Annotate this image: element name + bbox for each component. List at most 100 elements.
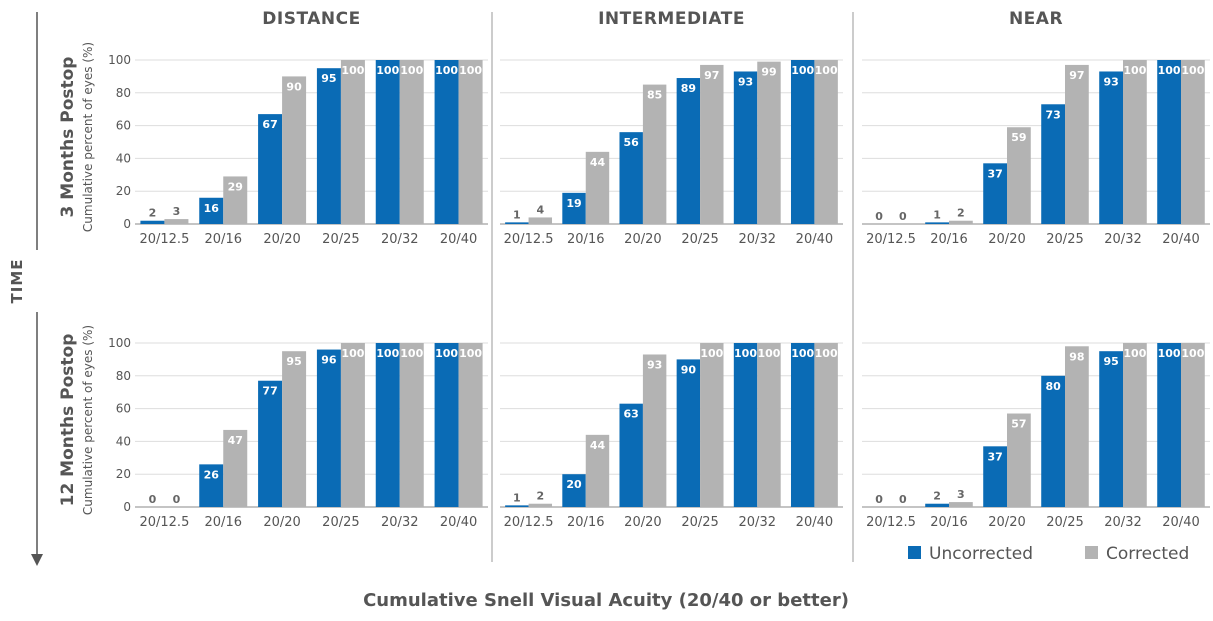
row-title-3-months: 3 Months Postop: [58, 57, 78, 218]
corrected-bar: [1181, 343, 1205, 507]
uncorrected-data-label: 100: [1158, 347, 1181, 360]
column-header-distance: DISTANCE: [262, 9, 360, 29]
legend-label-corrected: Corrected: [1106, 544, 1189, 564]
time-arrow-icon: [31, 554, 43, 566]
panel-distance-3m: 0 20 40 60 80 100 20/12.5 2 3 20/16 16 29 20/20 67 90 2…: [108, 53, 488, 247]
uncorrected-data-label: 73: [1045, 108, 1060, 121]
uncorrected-bar: [562, 474, 586, 507]
uncorrected-data-label: 1: [513, 208, 521, 221]
uncorrected-bar: [676, 78, 701, 224]
corrected-bar: [458, 60, 483, 224]
x-tick-label: 20/20: [624, 232, 661, 247]
column-header-intermediate: INTERMEDIATE: [598, 9, 745, 29]
uncorrected-data-label: 93: [738, 75, 753, 88]
y-tick-label: 80: [116, 86, 131, 100]
uncorrected-bar: [434, 343, 459, 507]
corrected-bar: [458, 343, 483, 507]
corrected-data-label: 100: [700, 347, 723, 360]
uncorrected-bar: [983, 446, 1007, 507]
y-axis-label: Cumulative percent of eyes (%): [81, 42, 95, 232]
uncorrected-bar: [925, 222, 949, 224]
uncorrected-bar: [199, 197, 224, 224]
uncorrected-data-label: 0: [875, 493, 883, 506]
uncorrected-bar: [790, 60, 815, 224]
legend-swatch-corrected: [1085, 546, 1098, 559]
legend-swatch-uncorrected: [908, 546, 921, 559]
corrected-data-label: 47: [228, 434, 243, 447]
y-tick-label: 20: [116, 467, 131, 481]
panel-near-3m: 20/12.5 0 0 20/16 1 2 20/20 37 59 20/25 73 97 20/32 9…: [862, 59, 1210, 247]
uncorrected-bar: [619, 132, 643, 224]
corrected-data-label: 100: [757, 347, 780, 360]
corrected-data-label: 100: [400, 64, 423, 77]
corrected-data-label: 100: [459, 64, 482, 77]
y-tick-label: 0: [123, 217, 131, 231]
y-tick-label: 80: [116, 369, 131, 383]
panel-intermediate-3m: 20/12.5 1 4 20/16 19 44 20/20 56 85 20/25 89 97 20/3…: [500, 59, 843, 247]
uncorrected-data-label: 100: [435, 347, 458, 360]
x-tick-label: 20/25: [1046, 232, 1083, 247]
corrected-bar: [949, 220, 973, 224]
x-tick-label: 20/40: [440, 515, 477, 530]
x-tick-label: 20/12.5: [504, 232, 554, 247]
uncorrected-bar: [505, 222, 529, 224]
corrected-bar: [282, 76, 307, 225]
x-tick-label: 20/16: [930, 232, 967, 247]
corrected-bar: [223, 429, 248, 507]
x-tick-label: 20/16: [205, 515, 242, 530]
time-axis-label: TIME: [8, 259, 26, 304]
uncorrected-data-label: 100: [376, 64, 399, 77]
corrected-bar: [528, 503, 553, 507]
x-tick-label: 20/25: [681, 232, 718, 247]
corrected-data-label: 100: [815, 64, 838, 77]
uncorrected-data-label: 37: [987, 450, 1002, 463]
uncorrected-bar: [258, 114, 283, 224]
uncorrected-data-label: 2: [149, 207, 157, 220]
uncorrected-bar: [505, 505, 529, 507]
uncorrected-data-label: 80: [1045, 380, 1061, 393]
y-tick-label: 20: [116, 184, 131, 198]
uncorrected-data-label: 100: [435, 64, 458, 77]
x-tick-label: 20/32: [381, 232, 418, 247]
panel-intermediate-12m: 20/12.51 220/16204420/20639320/259010020/…: [500, 342, 843, 530]
corrected-bar: [1123, 60, 1147, 224]
corrected-bar: [340, 60, 365, 224]
x-axis-title: Cumulative Snell Visual Acuity (20/40 or…: [363, 590, 849, 611]
corrected-bar: [585, 434, 610, 507]
legend-label-uncorrected: Uncorrected: [929, 544, 1033, 564]
x-tick-label: 20/16: [205, 232, 242, 247]
corrected-data-label: 98: [1069, 350, 1084, 363]
y-tick-label: 0: [123, 500, 131, 514]
uncorrected-data-label: 100: [376, 347, 399, 360]
uncorrected-bar: [1157, 343, 1181, 507]
uncorrected-data-label: 100: [734, 347, 757, 360]
corrected-bar: [282, 351, 307, 507]
x-tick-label: 20/20: [624, 515, 661, 530]
panel-near-12m: 20/12.5 0 0 20/16 2 3 20/20 37 57 20/25 80 98 20/32 9…: [862, 342, 1210, 530]
x-tick-label: 20/12.5: [866, 515, 916, 530]
uncorrected-bar: [733, 343, 758, 507]
corrected-bar: [399, 60, 424, 224]
corrected-bar: [700, 64, 724, 224]
corrected-bar: [164, 219, 189, 224]
corrected-data-label: 97: [1069, 69, 1084, 82]
uncorrected-data-label: 100: [791, 347, 814, 360]
x-tick-label: 20/20: [263, 515, 300, 530]
uncorrected-data-label: 89: [681, 82, 696, 95]
uncorrected-data-label: 63: [624, 408, 639, 421]
uncorrected-bar: [1099, 71, 1123, 224]
y-tick-label: 100: [108, 53, 131, 67]
uncorrected-data-label: 93: [1103, 75, 1118, 88]
corrected-bar: [1065, 346, 1089, 507]
corrected-bar: [1007, 127, 1031, 224]
uncorrected-bar: [316, 68, 341, 224]
corrected-data-label: 3: [173, 205, 181, 218]
corrected-data-label: 100: [1181, 347, 1204, 360]
y-axis-label: Cumulative percent of eyes (%): [81, 325, 95, 515]
corrected-data-label: 59: [1011, 131, 1026, 144]
corrected-data-label: 99: [761, 66, 776, 79]
x-tick-label: 20/32: [1104, 232, 1141, 247]
corrected-data-label: 93: [647, 358, 662, 371]
x-tick-label: 20/12.5: [866, 232, 916, 247]
corrected-bar: [1123, 343, 1147, 507]
